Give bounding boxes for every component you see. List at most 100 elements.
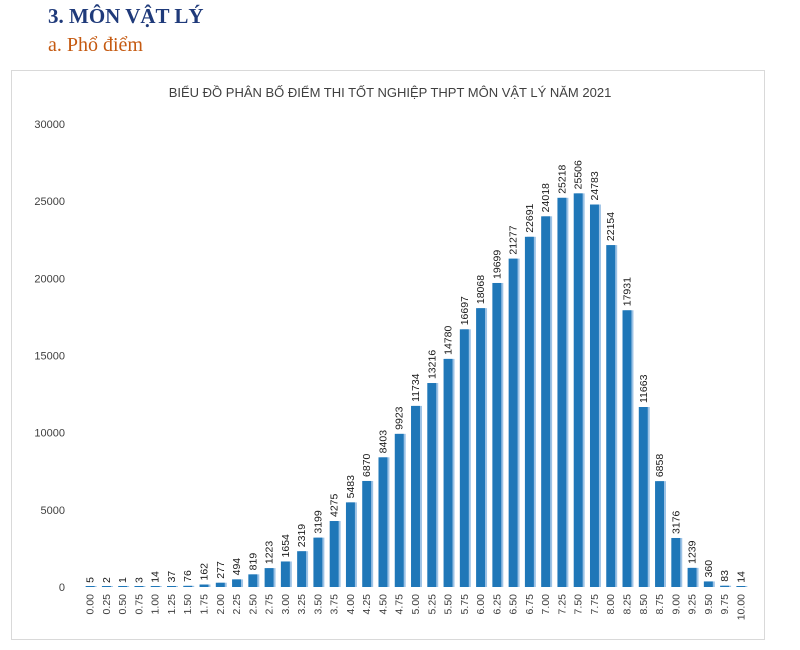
x-tick-label: 0.25: [101, 594, 113, 615]
data-label: 24783: [589, 171, 601, 200]
x-tick-label: 2.00: [215, 594, 227, 615]
bar: [183, 585, 193, 587]
data-label: 4275: [329, 494, 341, 518]
x-tick-label: 3.50: [312, 594, 324, 615]
bar: [199, 584, 209, 587]
data-label: 14: [150, 571, 162, 583]
x-tick-label: 9.00: [670, 594, 682, 615]
bar: [655, 481, 664, 587]
bar: [687, 567, 697, 587]
x-tick-label: 5.00: [410, 594, 422, 615]
data-label: 22154: [605, 212, 617, 241]
bar: [313, 537, 323, 587]
chart-title: BIỂU ĐỒ PHÂN BỐ ĐIỂM THI TỐT NGHIỆP THPT…: [169, 85, 612, 100]
x-tick-label: 8.00: [605, 594, 617, 615]
bar: [150, 586, 160, 587]
data-label: 1654: [280, 534, 292, 558]
bar: [703, 581, 713, 587]
x-tick-label: 9.75: [719, 594, 731, 615]
x-tick-label: 7.50: [573, 594, 585, 615]
score-distribution-chart: BIỂU ĐỒ PHÂN BỐ ĐIỂM THI TỐT NGHIỆP THPT…: [11, 70, 765, 640]
bar: [508, 258, 518, 587]
x-tick-label: 5.25: [426, 594, 438, 615]
bar: [362, 480, 372, 587]
x-tick-label: 2.50: [247, 594, 259, 615]
bar: [638, 407, 648, 587]
x-tick-label: 6.75: [524, 594, 536, 615]
bar: [280, 561, 290, 587]
data-label: 24018: [540, 183, 552, 212]
bar: [736, 586, 746, 587]
y-tick-label: 30000: [34, 119, 65, 131]
bar: [589, 204, 599, 588]
bar: [411, 405, 420, 587]
x-tick-label: 7.25: [556, 594, 568, 615]
bar: [215, 582, 225, 587]
bar: [167, 586, 176, 587]
x-axis: 0.00 0.25 0.50 0.75 1.00 1.25 1.50 1.75 2.00 2.25…: [85, 594, 748, 620]
data-label: 22691: [524, 203, 536, 232]
data-label: 2: [101, 577, 113, 583]
data-label: 25218: [556, 164, 568, 193]
bar: [443, 358, 453, 587]
x-tick-label: 4.75: [394, 594, 406, 615]
data-label: 83: [719, 570, 731, 582]
bar: [85, 586, 95, 587]
bar: [573, 193, 583, 587]
bar: [492, 282, 502, 587]
x-tick-label: 7.75: [589, 594, 601, 615]
data-label: 76: [182, 570, 194, 582]
data-label: 819: [247, 553, 259, 571]
data-label: 17931: [621, 277, 633, 306]
bar: [329, 521, 339, 587]
section-heading: 3. MÔN VẬT LÝ: [48, 4, 204, 28]
x-tick-label: 2.75: [264, 594, 276, 615]
section-subheading: a. Phổ điểm: [48, 34, 143, 56]
x-tick-label: 7.00: [540, 594, 552, 615]
data-label: 5483: [345, 475, 357, 499]
data-label: 1239: [687, 540, 699, 564]
data-label: 6858: [654, 454, 666, 478]
bar: [671, 537, 681, 587]
data-label: 8403: [377, 430, 389, 454]
bar: [264, 568, 274, 587]
data-label: 5: [85, 577, 97, 583]
data-label: 18068: [475, 275, 487, 304]
data-label: 3: [133, 577, 145, 583]
y-tick-label: 0: [59, 582, 65, 594]
bar: [248, 574, 258, 587]
bar: [622, 310, 632, 587]
x-tick-label: 1.50: [182, 594, 194, 615]
bar: [101, 586, 111, 587]
data-label: 2319: [296, 524, 308, 548]
x-tick-label: 8.50: [638, 594, 650, 615]
data-label: 162: [199, 563, 211, 581]
x-tick-label: 6.25: [491, 594, 503, 615]
y-tick-label: 10000: [34, 428, 65, 440]
chart-canvas: BIỂU ĐỒ PHÂN BỐ ĐIỂM THI TỐT NGHIỆP THPT…: [34, 85, 748, 620]
bar: [557, 197, 567, 588]
x-tick-label: 0.00: [85, 594, 97, 615]
y-axis: 0 5000 10000 15000 20000 25000 30000: [34, 119, 65, 594]
x-tick-label: 3.25: [296, 594, 308, 615]
data-label: 360: [703, 560, 715, 578]
data-label: 9923: [394, 406, 406, 430]
bar: [134, 586, 144, 587]
bar: [345, 502, 355, 587]
data-label: 14780: [443, 326, 455, 355]
x-tick-label: 1.75: [199, 594, 211, 615]
x-tick-label: 8.25: [621, 594, 633, 615]
data-label: 3176: [670, 510, 682, 534]
data-label: 3199: [312, 510, 324, 534]
x-tick-label: 1.00: [150, 594, 162, 615]
bar: [720, 585, 730, 587]
x-tick-label: 0.75: [133, 594, 145, 615]
data-label: 19699: [491, 250, 503, 279]
x-tick-label: 4.25: [361, 594, 373, 615]
x-tick-label: 5.75: [459, 594, 471, 615]
x-tick-label: 4.00: [345, 594, 357, 615]
data-label: 11734: [410, 373, 422, 402]
bar: [459, 329, 469, 587]
bar: [541, 216, 551, 587]
bar: [524, 236, 534, 587]
